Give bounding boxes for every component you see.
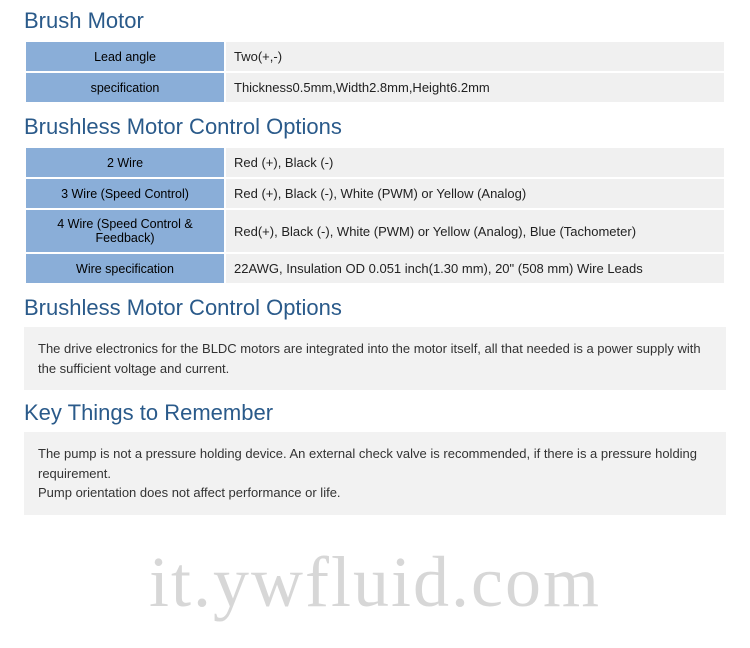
watermark: it.ywfluid.com bbox=[0, 541, 750, 624]
key-things-line: Pump orientation does not affect perform… bbox=[38, 483, 712, 503]
table-row: specification Thickness0.5mm,Width2.8mm,… bbox=[25, 72, 725, 103]
key-things-title: Key Things to Remember bbox=[24, 400, 726, 426]
brushless-options-title: Brushless Motor Control Options bbox=[24, 114, 726, 140]
key-things-line: The pump is not a pressure holding devic… bbox=[38, 444, 712, 483]
key-things-box: The pump is not a pressure holding devic… bbox=[24, 432, 726, 515]
table-row: Wire specification 22AWG, Insulation OD … bbox=[25, 253, 725, 284]
value-cell: 22AWG, Insulation OD 0.051 inch(1.30 mm)… bbox=[225, 253, 725, 284]
label-cell: 4 Wire (Speed Control & Feedback) bbox=[25, 209, 225, 253]
table-row: 3 Wire (Speed Control) Red (+), Black (-… bbox=[25, 178, 725, 209]
brushless-note-title: Brushless Motor Control Options bbox=[24, 295, 726, 321]
value-cell: Thickness0.5mm,Width2.8mm,Height6.2mm bbox=[225, 72, 725, 103]
brush-motor-title: Brush Motor bbox=[24, 8, 726, 34]
brushless-note-box: The drive electronics for the BLDC motor… bbox=[24, 327, 726, 390]
brushless-options-table: 2 Wire Red (+), Black (-) 3 Wire (Speed … bbox=[24, 146, 726, 285]
table-row: 4 Wire (Speed Control & Feedback) Red(+)… bbox=[25, 209, 725, 253]
page-content: Brush Motor Lead angle Two(+,-) specific… bbox=[0, 0, 750, 515]
value-cell: Two(+,-) bbox=[225, 41, 725, 72]
brush-motor-table: Lead angle Two(+,-) specification Thickn… bbox=[24, 40, 726, 104]
label-cell: specification bbox=[25, 72, 225, 103]
label-cell: 3 Wire (Speed Control) bbox=[25, 178, 225, 209]
value-cell: Red (+), Black (-) bbox=[225, 147, 725, 178]
value-cell: Red (+), Black (-), White (PWM) or Yello… bbox=[225, 178, 725, 209]
label-cell: Lead angle bbox=[25, 41, 225, 72]
label-cell: Wire specification bbox=[25, 253, 225, 284]
table-row: 2 Wire Red (+), Black (-) bbox=[25, 147, 725, 178]
label-cell: 2 Wire bbox=[25, 147, 225, 178]
value-cell: Red(+), Black (-), White (PWM) or Yellow… bbox=[225, 209, 725, 253]
table-row: Lead angle Two(+,-) bbox=[25, 41, 725, 72]
